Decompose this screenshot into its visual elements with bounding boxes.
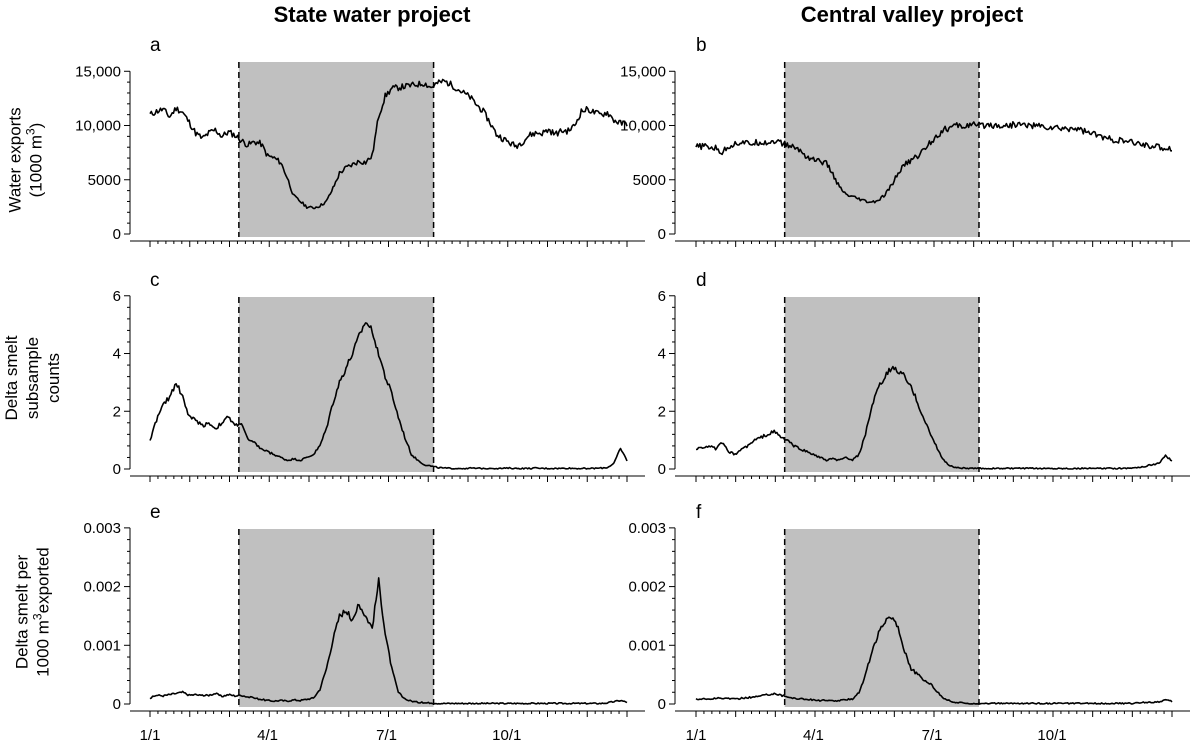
- row-ylabel-1: Water exports (1000 m3): [6, 107, 46, 212]
- y-tick-label: 5000: [633, 172, 666, 189]
- series-line-f: [695, 616, 1173, 705]
- column-title-central: Central valley project: [801, 2, 1024, 27]
- x-tick-label: 7/1: [922, 727, 943, 744]
- panel-a: 0 5000 10,000 15,000 a: [75, 35, 645, 247]
- panel-d: 0 2 4 6 d: [658, 270, 1190, 482]
- panel-e: 0 0.001 0.002 0.003 e: [83, 502, 645, 717]
- y-tick-label: 2: [113, 403, 121, 420]
- column-title-state: State water project: [274, 2, 472, 27]
- panels: 0 5000 10,000 15,000 a 0 5000 10,000 15,000 b 0 2 4 6…: [75, 35, 1190, 717]
- y-tick-label: 0: [658, 696, 666, 713]
- row-ylabel-2: Delta smelt subsample counts: [2, 335, 63, 420]
- y-tick-label: 0.001: [83, 637, 121, 654]
- y-tick-label: 6: [658, 288, 666, 305]
- panel-c: 0 2 4 6 c: [113, 270, 645, 482]
- panel-label-f: f: [696, 502, 702, 523]
- shaded-period: [784, 529, 979, 707]
- series-line-b: [695, 121, 1172, 204]
- y-tick-label: 0: [113, 226, 121, 243]
- y-tick-label: 0: [658, 461, 666, 478]
- y-tick-label: 10,000: [620, 118, 666, 135]
- y-tick-label: 0.001: [628, 637, 666, 654]
- panel-label-e: e: [150, 502, 161, 523]
- shaded-period: [238, 529, 434, 707]
- x-tick-label: 1/1: [686, 727, 707, 744]
- panel-label-c: c: [150, 270, 160, 291]
- y-tick-label: 0.003: [83, 520, 121, 537]
- x-tick-label: 10/1: [1037, 727, 1066, 744]
- series-line-c: [149, 322, 628, 470]
- x-tick-label: 10/1: [492, 727, 521, 744]
- y-tick-label: 4: [113, 346, 121, 363]
- series-line-a: [149, 78, 628, 210]
- y-tick-label: 2: [658, 403, 666, 420]
- row-ylabel-3: Delta smelt per 1000 m3exported: [13, 547, 53, 677]
- x-tick-label: 1/1: [140, 727, 161, 744]
- panel-label-d: d: [696, 270, 707, 291]
- y-tick-label: 0.003: [628, 520, 666, 537]
- y-tick-label: 10,000: [75, 118, 121, 135]
- y-tick-label: 5000: [88, 172, 121, 189]
- y-tick-label: 0: [658, 226, 666, 243]
- panel-f: 0 0.001 0.002 0.003 f: [628, 502, 1190, 717]
- series-line-d: [695, 365, 1173, 470]
- y-tick-label: 15,000: [620, 63, 666, 80]
- series-line-e: [149, 577, 628, 705]
- y-tick-label: 0: [113, 461, 121, 478]
- x-axis-labels: 1/1 4/1 7/1 10/1 1/1 4/1 7/1 10/1: [140, 727, 1067, 744]
- y-tick-label: 0: [113, 696, 121, 713]
- shaded-period: [238, 297, 434, 472]
- y-tick-label: 4: [658, 346, 666, 363]
- row-ylabels: Water exports (1000 m3) Delta smelt subsamp…: [2, 107, 63, 676]
- shaded-period: [238, 62, 434, 237]
- x-tick-label: 7/1: [376, 727, 397, 744]
- y-tick-label: 0.002: [628, 579, 666, 596]
- y-tick-label: 6: [113, 288, 121, 305]
- shaded-period: [784, 62, 979, 237]
- panel-label-a: a: [150, 35, 161, 56]
- y-tick-label: 15,000: [75, 63, 121, 80]
- panel-b: 0 5000 10,000 15,000 b: [620, 35, 1190, 247]
- x-tick-label: 4/1: [803, 727, 824, 744]
- panel-label-b: b: [696, 35, 707, 56]
- y-tick-label: 0.002: [83, 579, 121, 596]
- x-tick-label: 4/1: [257, 727, 278, 744]
